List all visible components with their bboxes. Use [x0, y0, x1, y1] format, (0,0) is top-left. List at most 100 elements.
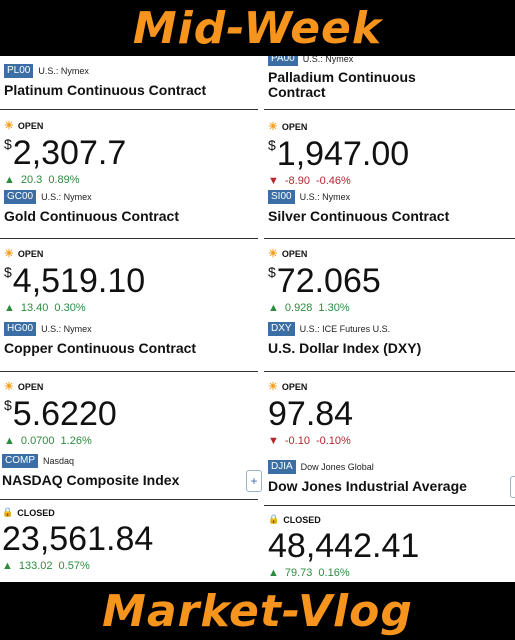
- triangle-up-icon: ▲: [2, 560, 13, 572]
- platinum-header[interactable]: PL00 U.S.: Nymex Platinum Continuous Cont…: [4, 64, 262, 98]
- palladium-header[interactable]: PA00 U.S.: Nymex Palladium Continuous Cont…: [268, 56, 515, 100]
- exchange-label: U.S.: Nymex: [41, 192, 92, 202]
- ticker-tag: DXY: [268, 322, 295, 336]
- market-status: CLOSED: [283, 514, 321, 525]
- triangle-down-icon: ▼: [268, 435, 279, 447]
- djia-quote: 🔒 CLOSED 48,442.41 ▲ 79.73 0.16%: [268, 514, 515, 579]
- market-status: OPEN: [17, 120, 44, 131]
- price-value: 1,947.00: [276, 135, 410, 173]
- change-percent: 0.89%: [48, 174, 80, 186]
- change-value: 13.40: [20, 302, 49, 314]
- price-value: 48,442.41: [268, 527, 420, 565]
- instrument-name: Gold Continuous Contract: [4, 208, 179, 224]
- sun-icon: ☀: [4, 120, 14, 132]
- exchange-label: U.S.: Nymex: [299, 192, 351, 202]
- ticker-tag: PA00: [268, 56, 298, 66]
- divider: [264, 238, 515, 239]
- divider: [264, 371, 515, 372]
- change-percent: 1.30%: [318, 302, 350, 314]
- nasdaq-header[interactable]: COMP Nasdaq NASDAQ Composite Index: [2, 454, 260, 488]
- instrument-name: U.S. Dollar Index (DXY): [268, 340, 422, 356]
- silver-quote: ☀ OPEN $72.065 ▲ 0.928 1.30%: [268, 247, 515, 314]
- sun-icon: ☀: [268, 121, 278, 133]
- currency-symbol: $: [4, 264, 12, 280]
- sun-icon: ☀: [268, 381, 278, 393]
- market-status: OPEN: [281, 381, 308, 392]
- divider: [0, 238, 258, 239]
- change-percent: 0.57%: [58, 560, 90, 572]
- change-value: 20.3: [20, 174, 43, 186]
- sun-icon: ☀: [268, 248, 278, 260]
- ticker-tag: GC00: [4, 190, 37, 204]
- gold-quote: ☀ OPEN $4,519.10 ▲ 13.40 0.30%: [4, 247, 262, 314]
- exchange-label: U.S.: Nymex: [302, 56, 354, 64]
- triangle-up-icon: ▲: [268, 302, 279, 314]
- dollar-index-quote: ☀ OPEN 97.84 ▼ -0.10 -0.10%: [268, 380, 515, 447]
- change-value: 79.73: [284, 567, 313, 579]
- silver-header[interactable]: SI00 U.S.: Nymex Silver Continuous Contra…: [268, 190, 515, 224]
- change-percent: -0.46%: [315, 175, 351, 187]
- currency-symbol: $: [4, 397, 12, 413]
- divider: [264, 505, 515, 506]
- instrument-name: Copper Continuous Contract: [4, 340, 197, 356]
- right-column: PA00 U.S.: Nymex Palladium Continuous Cont…: [264, 56, 515, 582]
- change-percent: -0.10%: [315, 435, 351, 447]
- djia-header[interactable]: DJIA Dow Jones Global Dow Jones Industria…: [268, 460, 515, 494]
- quotes-panel: PL00 U.S.: Nymex Platinum Continuous Cont…: [0, 56, 515, 582]
- instrument-name: Silver Continuous Contract: [268, 208, 450, 224]
- instrument-name: Platinum Continuous Contract: [4, 82, 207, 98]
- lock-icon: 🔒: [268, 514, 280, 524]
- price-value: 97.84: [268, 395, 354, 433]
- palladium-quote: ☀ OPEN $1,947.00 ▼ -8.90 -0.46%: [268, 120, 515, 187]
- change-percent: 0.30%: [54, 302, 86, 314]
- instrument-name: Palladium Continuous Contract: [268, 70, 515, 100]
- price-value: 4,519.10: [12, 262, 146, 300]
- currency-symbol: $: [4, 136, 12, 152]
- price-value: 2,307.7: [12, 134, 127, 172]
- triangle-up-icon: ▲: [4, 435, 15, 447]
- instrument-name-line2: Contract: [268, 84, 326, 100]
- change-value: 133.02: [18, 560, 53, 572]
- instrument-name-line1: Palladium Continuous: [268, 69, 416, 85]
- divider: [0, 499, 258, 500]
- price-value: 23,561.84: [2, 520, 154, 558]
- left-column: PL00 U.S.: Nymex Platinum Continuous Cont…: [0, 56, 262, 582]
- platinum-quote: ☀ OPEN $2,307.7 ▲ 20.3 0.89%: [4, 119, 262, 186]
- ticker-tag: PL00: [4, 64, 34, 78]
- exchange-label: Dow Jones Global: [300, 462, 374, 472]
- sun-icon: ☀: [4, 381, 14, 393]
- exchange-label: U.S.: Nymex: [41, 324, 92, 334]
- triangle-up-icon: ▲: [4, 302, 15, 314]
- exchange-label: U.S.: ICE Futures U.S.: [299, 324, 391, 334]
- change-value: 0.0700: [20, 435, 55, 447]
- price-value: 72.065: [276, 262, 381, 300]
- market-status: OPEN: [17, 248, 44, 259]
- banner-subtitle: Market-Vlog: [102, 585, 413, 637]
- lock-icon: 🔒: [2, 507, 14, 517]
- ticker-tag: DJIA: [268, 460, 296, 474]
- nasdaq-quote: 🔒 CLOSED 23,561.84 ▲ 133.02 0.57%: [2, 507, 260, 572]
- change-value: -0.10: [284, 435, 310, 447]
- triangle-up-icon: ▲: [4, 174, 15, 186]
- change-percent: 0.16%: [318, 567, 350, 579]
- ticker-tag: SI00: [268, 190, 295, 204]
- price-value: 5.6220: [12, 395, 117, 433]
- gold-header[interactable]: GC00 U.S.: Nymex Gold Continuous Contract: [4, 190, 262, 224]
- change-value: -8.90: [284, 175, 310, 187]
- copper-header[interactable]: HG00 U.S.: Nymex Copper Continuous Contra…: [4, 322, 262, 356]
- dollar-index-header[interactable]: DXY U.S.: ICE Futures U.S. U.S. Dollar In…: [268, 322, 515, 356]
- exchange-label: U.S.: Nymex: [38, 66, 89, 76]
- triangle-down-icon: ▼: [268, 175, 279, 187]
- sun-icon: ☀: [4, 248, 14, 260]
- currency-symbol: $: [268, 264, 276, 280]
- currency-symbol: $: [268, 137, 276, 153]
- triangle-up-icon: ▲: [268, 567, 279, 579]
- ticker-tag: COMP: [2, 454, 38, 468]
- change-value: 0.928: [284, 302, 313, 314]
- add-watchlist-button[interactable]: +: [510, 476, 515, 498]
- change-percent: 1.26%: [60, 435, 92, 447]
- add-watchlist-button[interactable]: +: [246, 470, 262, 492]
- divider: [0, 371, 258, 372]
- market-status: OPEN: [17, 381, 44, 392]
- copper-quote: ☀ OPEN $5.6220 ▲ 0.0700 1.26%: [4, 380, 262, 447]
